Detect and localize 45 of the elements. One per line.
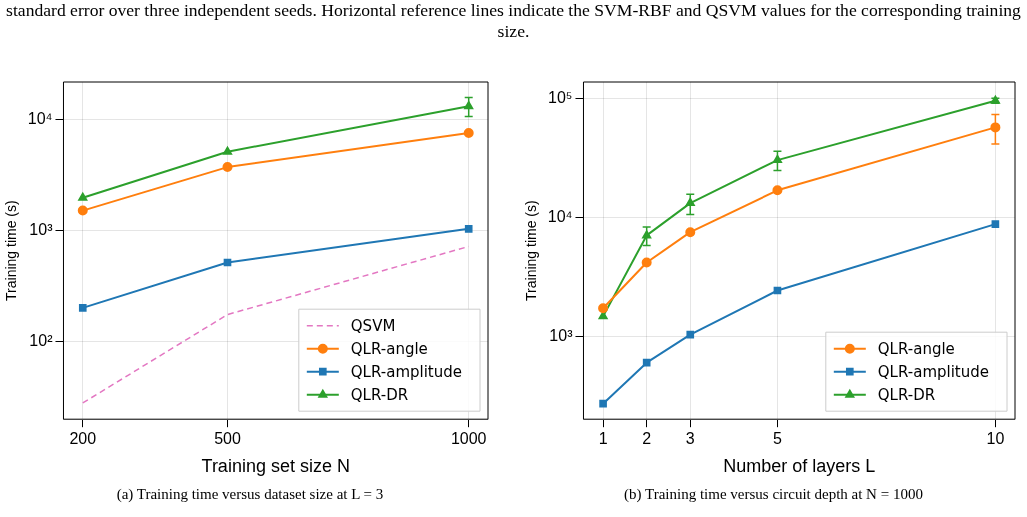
x-tick-label: 3	[685, 430, 695, 448]
y-tick-label: 10⁴	[27, 109, 53, 127]
x-tick-label: 500	[214, 430, 241, 448]
y-axis-title: Training time (s)	[3, 200, 20, 301]
point	[598, 303, 609, 314]
point	[685, 198, 695, 207]
point	[78, 304, 87, 312]
point	[685, 227, 696, 238]
x-tick-label: 1	[598, 430, 608, 448]
legend-label: QLR-amplitude	[877, 362, 990, 381]
y-tick-label: 10³	[549, 327, 574, 345]
x-tick-label: 2	[642, 430, 652, 448]
legend-label: QLR-angle	[877, 339, 955, 358]
text: standard error over three independent seeds. Horizontal reference lines indicate the SVM-RBF and QSVM values for the corresponding training size.	[5, 0, 1022, 42]
x-tick-label: 200	[69, 430, 97, 448]
x-axis-title: Training set size N	[201, 456, 350, 477]
legend-label: QSVM	[350, 316, 396, 335]
y-tick-label: 10²	[29, 331, 54, 349]
point	[223, 146, 232, 155]
point	[991, 220, 1000, 228]
point	[222, 162, 233, 173]
point	[463, 128, 474, 139]
point	[642, 358, 651, 367]
y-tick-label: 10⁴	[547, 207, 573, 225]
point	[464, 224, 473, 233]
x-tick-label: 1000	[450, 430, 487, 448]
point	[599, 399, 607, 408]
x-tick-label: 5	[772, 430, 782, 448]
legend-label: QLR-DR	[877, 385, 936, 404]
point	[598, 311, 608, 320]
y-tick-label: 10³	[29, 220, 54, 238]
point	[78, 192, 88, 201]
point	[641, 257, 652, 268]
point	[686, 330, 695, 339]
text: (b) Training time versus circuit depth at N = 1000	[623, 486, 924, 503]
legend-label: QLR-angle	[350, 339, 428, 358]
y-axis-title: Training time (s)	[523, 200, 540, 301]
text: (a) Training time versus dataset size at L = 3	[115, 486, 385, 503]
x-tick-label: 10	[986, 430, 1005, 448]
point	[772, 185, 783, 196]
y-tick-label: 10⁵	[548, 88, 573, 106]
legend-label: QLR-DR	[350, 385, 409, 404]
point	[77, 205, 88, 216]
x-axis-title: Number of layers L	[723, 456, 876, 477]
legend-label: QLR-amplitude	[350, 362, 463, 381]
